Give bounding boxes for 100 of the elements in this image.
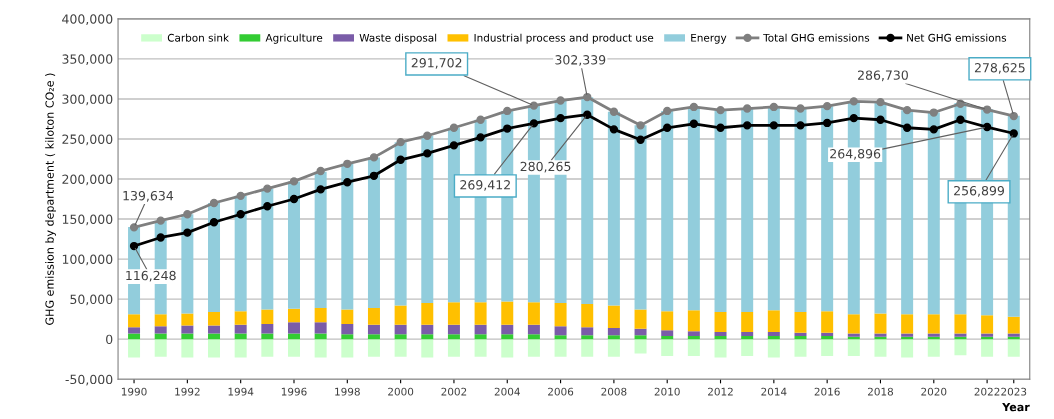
x-tick-label: 1996 bbox=[281, 387, 307, 396]
bar bbox=[181, 325, 194, 334]
point bbox=[849, 97, 858, 106]
bar bbox=[367, 339, 380, 357]
bar bbox=[394, 339, 407, 357]
y-axis-title: GHG emission by department ( kiloton CO₂e ) bbox=[45, 73, 56, 325]
bar bbox=[527, 334, 540, 340]
bar bbox=[794, 335, 807, 340]
bar bbox=[341, 339, 354, 358]
bar bbox=[527, 339, 540, 357]
bar bbox=[421, 334, 434, 340]
y-tick-label: 300,000 bbox=[62, 94, 113, 106]
x-tick-label: 1992 bbox=[175, 387, 200, 396]
point bbox=[956, 115, 965, 124]
bar bbox=[714, 311, 727, 332]
bar bbox=[714, 110, 727, 312]
bar bbox=[261, 188, 274, 310]
bar bbox=[634, 339, 647, 354]
legend-label: Energy bbox=[691, 33, 727, 44]
bar bbox=[927, 339, 940, 357]
bar bbox=[394, 324, 407, 335]
bar bbox=[767, 331, 780, 336]
bar bbox=[341, 309, 354, 324]
bar bbox=[394, 305, 407, 325]
x-axis-title: Year bbox=[1002, 402, 1030, 412]
point bbox=[982, 105, 992, 114]
point bbox=[316, 185, 325, 194]
x-tick-label: 1998 bbox=[335, 387, 360, 396]
bar bbox=[341, 334, 354, 340]
x-tick-label: 2006 bbox=[548, 387, 574, 396]
bar bbox=[901, 110, 914, 315]
bar bbox=[607, 305, 620, 328]
x-tick-label: 1990 bbox=[121, 387, 147, 396]
annotation: 139,634 bbox=[123, 190, 174, 202]
x-tick-label: 2002 bbox=[441, 387, 467, 396]
y-tick-label: 100,000 bbox=[62, 254, 113, 266]
bar bbox=[901, 339, 914, 358]
point bbox=[876, 97, 885, 107]
y-tick-label: 350,000 bbox=[62, 54, 113, 66]
point bbox=[743, 104, 752, 113]
bar bbox=[981, 339, 994, 357]
point bbox=[476, 133, 485, 142]
bar bbox=[261, 339, 274, 357]
legend-label: Waste disposal bbox=[359, 33, 437, 44]
bar bbox=[501, 324, 514, 335]
bar bbox=[154, 333, 167, 340]
point bbox=[663, 123, 672, 132]
point bbox=[183, 210, 192, 219]
bar bbox=[447, 334, 460, 340]
bar bbox=[128, 339, 141, 358]
bar bbox=[234, 195, 247, 312]
point bbox=[529, 119, 539, 128]
y-tick-label: 200,000 bbox=[62, 174, 113, 186]
bar bbox=[581, 339, 594, 357]
x-tick-label: 2023 bbox=[1001, 387, 1027, 396]
bar bbox=[687, 106, 700, 311]
x-tick-label: 2010 bbox=[654, 387, 680, 396]
y-tick-label: 250,000 bbox=[62, 134, 113, 146]
bar bbox=[367, 324, 380, 335]
point bbox=[689, 119, 699, 128]
bar bbox=[287, 333, 300, 340]
legend-label: Net GHG emissions bbox=[907, 33, 1007, 42]
point bbox=[423, 131, 432, 140]
bar bbox=[501, 334, 514, 340]
y-tick-label: 400,000 bbox=[62, 14, 113, 26]
bar bbox=[661, 110, 674, 312]
legend-label: Carbon sink bbox=[167, 33, 229, 42]
bar bbox=[927, 314, 940, 334]
bar bbox=[741, 331, 754, 336]
bar bbox=[581, 303, 594, 328]
bar bbox=[687, 339, 700, 356]
bar bbox=[794, 332, 807, 336]
point bbox=[529, 101, 539, 110]
bar bbox=[527, 302, 540, 325]
bar bbox=[287, 339, 300, 357]
bar bbox=[634, 335, 647, 340]
point bbox=[849, 113, 858, 123]
bar bbox=[234, 324, 247, 334]
bar bbox=[847, 314, 860, 334]
x-tick-label: 2004 bbox=[494, 387, 520, 396]
bar bbox=[981, 315, 994, 334]
point bbox=[236, 191, 245, 200]
bar bbox=[554, 326, 567, 336]
point bbox=[982, 122, 992, 132]
x-tick-label: 2008 bbox=[601, 387, 627, 396]
x-tick-label: 2022 bbox=[974, 387, 1000, 396]
bar bbox=[794, 339, 807, 357]
bar bbox=[421, 324, 434, 335]
point bbox=[449, 123, 459, 132]
bar bbox=[367, 334, 380, 340]
bar bbox=[1007, 115, 1020, 317]
point bbox=[183, 228, 192, 237]
bar bbox=[314, 339, 327, 358]
bar bbox=[1007, 316, 1020, 334]
bar bbox=[208, 333, 221, 340]
bar bbox=[181, 214, 194, 314]
bar bbox=[634, 328, 647, 336]
bar bbox=[208, 339, 221, 358]
bar bbox=[821, 335, 834, 340]
point bbox=[663, 106, 672, 116]
